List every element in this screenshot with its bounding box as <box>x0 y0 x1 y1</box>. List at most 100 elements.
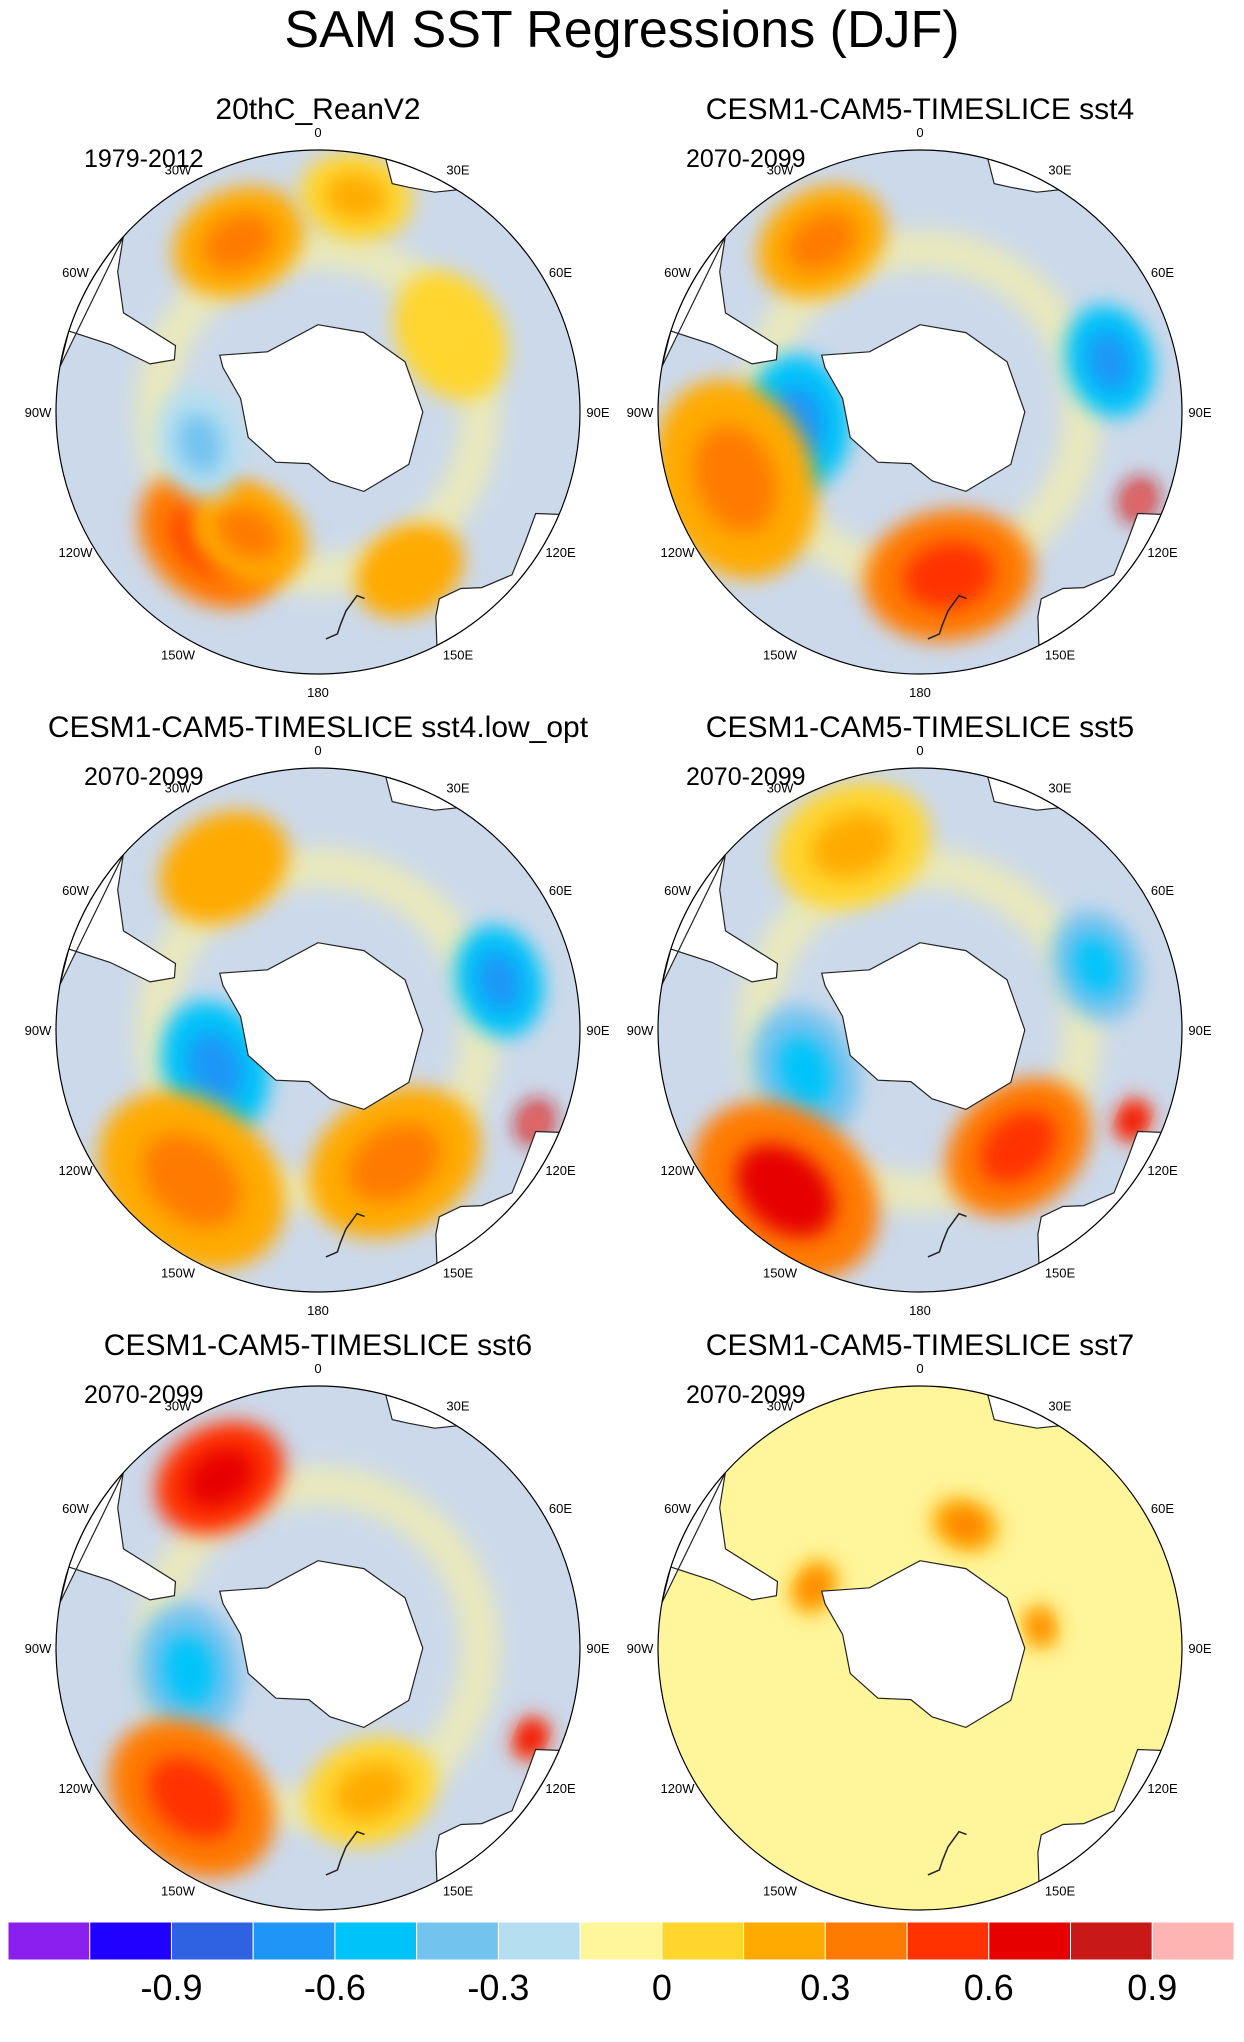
anomaly-core <box>947 1511 983 1539</box>
anomaly-core <box>216 506 280 560</box>
longitude-label: 60E <box>1151 1501 1174 1516</box>
longitude-label: 60E <box>549 1501 572 1516</box>
map-boundary <box>55 1385 581 1911</box>
longitude-label: 120W <box>59 1163 94 1178</box>
map-panel-sst7: CESM1-CAM5-TIMESLICE sst7 2070-2099 0 30E… <box>620 1328 1220 1948</box>
panel-period: 2070-2099 <box>686 145 806 173</box>
anomaly-core <box>142 1134 241 1227</box>
anomaly-core <box>1087 331 1133 392</box>
longitude-label: 150W <box>763 1266 798 1281</box>
longitude-label: 0 <box>314 125 321 140</box>
longitude-label: 90E <box>1188 1023 1211 1038</box>
new-zealand-coast <box>927 1212 967 1258</box>
anomaly-core <box>381 546 439 596</box>
panel-title: CESM1-CAM5-TIMESLICE sst4.low_opt <box>47 711 589 744</box>
longitude-label: 30E <box>1048 163 1071 178</box>
anomaly-core <box>1129 488 1148 513</box>
anomaly-core <box>348 1123 441 1202</box>
longitude-label: 150W <box>161 1266 196 1281</box>
colorbar-label: 0.9 <box>1127 1967 1178 2008</box>
longitude-label: 0 <box>314 743 321 758</box>
panel-title: CESM1-CAM5-TIMESLICE sst4 <box>705 93 1135 126</box>
map-panel-sst6: CESM1-CAM5-TIMESLICE sst6 2070-2099 0 30E… <box>18 1328 618 1948</box>
map-boundary <box>657 1385 1183 1911</box>
colorbar-swatch <box>988 1922 1072 1960</box>
longitude-label: 180 <box>909 685 931 700</box>
longitude-label: 90E <box>586 405 609 420</box>
anomaly-core <box>189 838 259 897</box>
longitude-label: 60W <box>664 265 691 280</box>
panel-title: CESM1-CAM5-TIMESLICE sst6 <box>103 1329 533 1362</box>
longitude-label: 180 <box>307 1303 329 1318</box>
map-boundary <box>55 767 581 1293</box>
longitude-label: 90W <box>627 1641 654 1656</box>
colorbar-swatch <box>661 1922 745 1960</box>
longitude-label: 150E <box>1045 1266 1076 1281</box>
colorbar-label: 0.3 <box>800 1967 851 2008</box>
anomaly-core <box>521 1726 541 1751</box>
longitude-label: 150E <box>443 648 474 663</box>
anomaly-core <box>1031 1614 1050 1639</box>
longitude-label: 60E <box>549 883 572 898</box>
anomaly-core <box>811 813 895 878</box>
longitude-label: 30W <box>767 1399 794 1414</box>
longitude-label: 30W <box>767 781 794 796</box>
longitude-label: 120E <box>545 545 576 560</box>
longitude-label: 0 <box>916 125 923 140</box>
longitude-label: 60W <box>62 265 89 280</box>
longitude-label: 90E <box>1188 405 1211 420</box>
anomaly-core <box>148 1757 236 1840</box>
antarctica-landmass <box>218 1560 424 1729</box>
longitude-label: 30E <box>446 163 469 178</box>
anomaly-core <box>903 542 995 609</box>
anomaly-core <box>979 1110 1057 1184</box>
anomaly-core <box>162 1634 216 1708</box>
longitude-label: 30E <box>1048 781 1071 796</box>
longitude-label: 120W <box>661 1163 696 1178</box>
map-boundary <box>55 149 581 675</box>
map-panel-sst4: CESM1-CAM5-TIMESLICE sst4 2070-2099 0 30E… <box>620 92 1220 712</box>
colorbar-label: -0.3 <box>467 1967 530 2008</box>
colorbar-label: -0.6 <box>303 1967 366 2008</box>
longitude-label: 120W <box>59 1781 94 1796</box>
anomaly-core <box>1123 1108 1143 1133</box>
longitude-label: 60W <box>664 1501 691 1516</box>
longitude-label: 90E <box>586 1023 609 1038</box>
colorbar-swatch <box>497 1922 581 1960</box>
longitude-label: 120E <box>545 1781 576 1796</box>
colorbar-label: -0.9 <box>140 1967 203 2008</box>
anomaly-core <box>185 1448 255 1507</box>
colorbar-swatch <box>416 1922 499 1960</box>
figure-title: SAM SST Regressions (DJF) <box>284 1 960 59</box>
new-zealand-coast <box>927 1830 967 1876</box>
anomaly-core <box>203 213 274 271</box>
anomaly-core <box>1073 936 1120 996</box>
colorbar-label: 0 <box>651 1967 672 2008</box>
longitude-label: 90E <box>1188 1641 1211 1656</box>
antarctica-landmass <box>820 1560 1026 1729</box>
anomaly-core <box>736 1144 835 1238</box>
longitude-label: 60W <box>62 883 89 898</box>
colorbar <box>8 1922 1234 1960</box>
colorbar-swatch <box>1151 1922 1234 1960</box>
colorbar-swatch <box>334 1922 418 1960</box>
longitude-label: 150E <box>1045 1884 1076 1899</box>
antarctica-landmass <box>820 942 1026 1111</box>
longitude-label: 0 <box>916 1361 923 1376</box>
longitude-label: 0 <box>314 1361 321 1376</box>
longitude-label: 30W <box>165 1399 192 1414</box>
colorbar-swatch <box>906 1922 990 1960</box>
colorbar-swatch <box>252 1922 336 1960</box>
panel-title: CESM1-CAM5-TIMESLICE sst7 <box>705 1329 1135 1362</box>
longitude-label: 120E <box>1147 545 1178 560</box>
new-zealand-coast <box>325 594 365 640</box>
longitude-label: 150W <box>763 1884 798 1899</box>
panel-period: 2070-2099 <box>84 1381 204 1409</box>
map-panel-sst5: CESM1-CAM5-TIMESLICE sst5 2070-2099 0 30E… <box>620 710 1220 1330</box>
colorbar-swatch <box>89 1922 172 1960</box>
